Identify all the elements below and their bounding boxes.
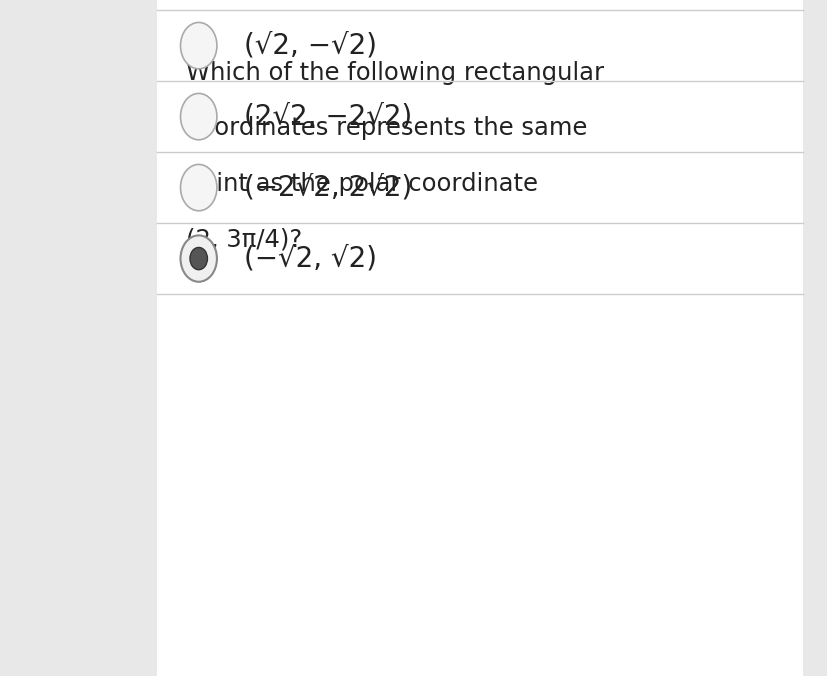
Text: (2√2, −2√2): (2√2, −2√2)	[244, 103, 412, 130]
Text: Which of the following rectangular: Which of the following rectangular	[186, 61, 604, 85]
FancyBboxPatch shape	[157, 0, 802, 676]
Text: point as the polar coordinate: point as the polar coordinate	[186, 172, 538, 196]
Ellipse shape	[180, 93, 217, 140]
Text: (√2, −√2): (√2, −√2)	[244, 32, 377, 59]
Ellipse shape	[189, 247, 208, 270]
Ellipse shape	[180, 235, 217, 282]
Text: (−2√2, 2√2): (−2√2, 2√2)	[244, 174, 412, 201]
Ellipse shape	[180, 22, 217, 69]
Text: coordinates represents the same: coordinates represents the same	[186, 116, 587, 141]
FancyBboxPatch shape	[802, 0, 827, 676]
Ellipse shape	[180, 164, 217, 211]
Text: (2, 3π/4)?: (2, 3π/4)?	[186, 227, 302, 251]
Text: (−√2, √2): (−√2, √2)	[244, 245, 377, 272]
